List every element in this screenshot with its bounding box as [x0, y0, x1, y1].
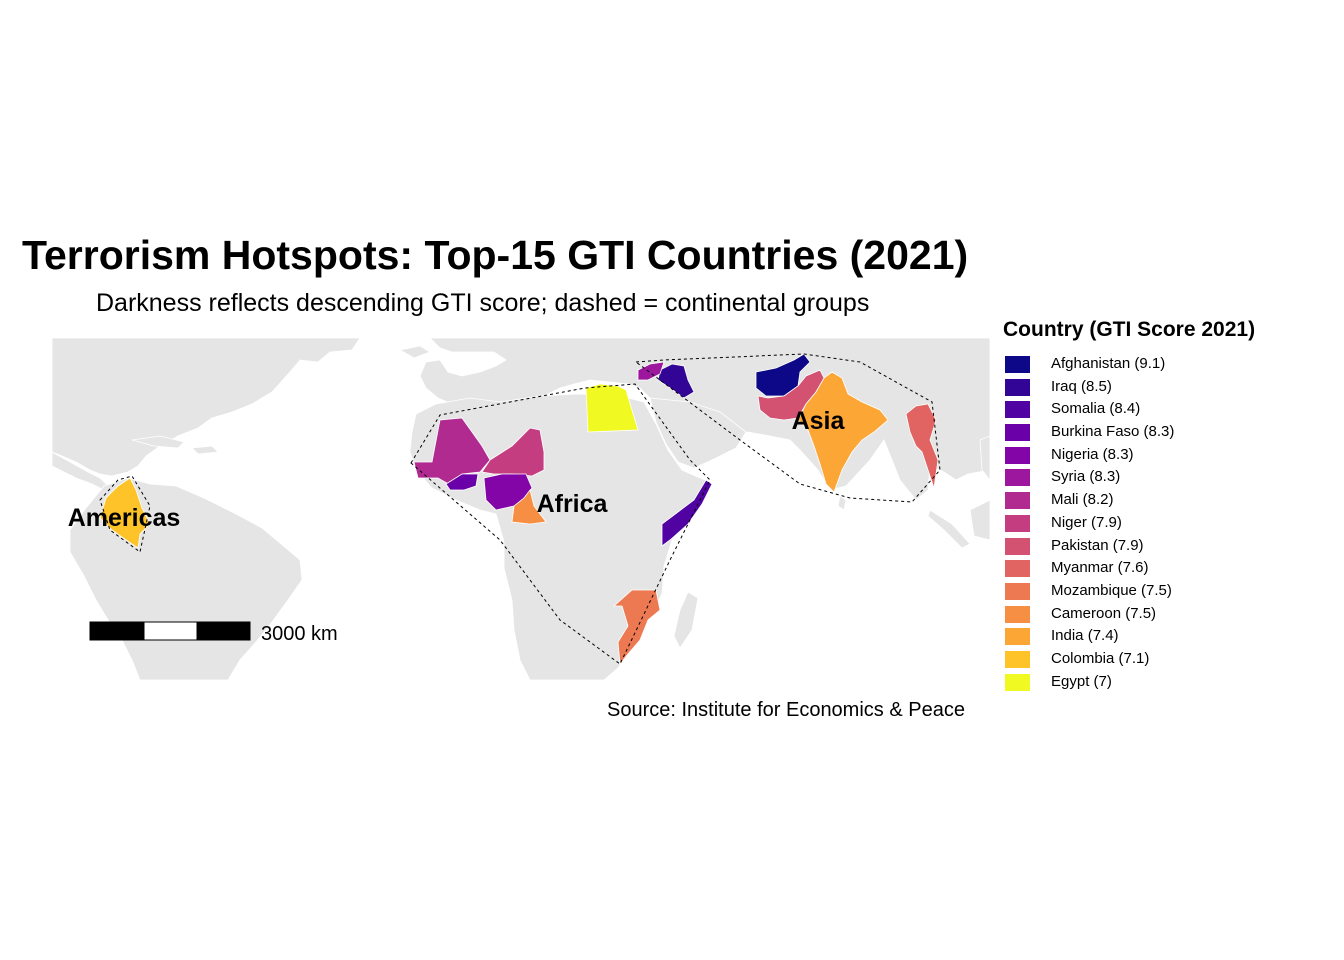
legend-items: Afghanistan (9.1) Iraq (8.5) Somalia (8.4)…: [1003, 355, 1255, 697]
legend-item: Nigeria (8.3): [1003, 445, 1255, 470]
legend-item: Myanmar (7.6): [1003, 559, 1255, 583]
country-myanmar[interactable]: [905, 403, 939, 489]
legend-swatch: [1005, 650, 1030, 668]
legend-swatch: [1005, 446, 1030, 464]
legend-item: Burkina Faso (8.3): [1003, 423, 1255, 447]
legend-label: Syria (8.3): [1051, 468, 1121, 486]
legend-item: Afghanistan (9.1): [1003, 355, 1255, 379]
legend-label: Burkina Faso (8.3): [1051, 423, 1175, 441]
legend-label: Afghanistan (9.1): [1051, 355, 1166, 372]
region-label-africa: Africa: [537, 490, 609, 518]
hotspot-countries: [99, 353, 939, 666]
country-colombia[interactable]: [99, 477, 151, 549]
legend-swatch: [1005, 537, 1030, 555]
legend-swatch: [1005, 673, 1030, 691]
legend-label: Nigeria (8.3): [1051, 445, 1134, 463]
legend-item: Pakistan (7.9): [1003, 536, 1255, 561]
country-burkina-faso[interactable]: [445, 473, 479, 491]
legend-swatch: [1005, 469, 1030, 487]
legend-label: Egypt (7): [1051, 672, 1112, 690]
scale-bar-label: 3000 km: [261, 623, 338, 645]
land-arabia: [649, 397, 747, 469]
group-outline-asia: [634, 353, 941, 503]
legend-swatch: [1005, 628, 1030, 646]
legend: Country (GTI Score 2021) Afghanistan (9.…: [1003, 318, 1255, 696]
land-iceland: [398, 345, 431, 359]
legend-item: Mali (8.2): [1003, 491, 1255, 515]
legend-item: Mozambique (7.5): [1003, 581, 1255, 606]
legend-label: Colombia (7.1): [1051, 649, 1150, 667]
legend-title: Country (GTI Score 2021): [1003, 318, 1256, 341]
scale-bar: 3000 km: [89, 621, 338, 645]
legend-label: Somalia (8.4): [1051, 400, 1141, 418]
source-caption: Source: Institute for Economics & Peace: [607, 699, 965, 721]
land-sumatra: [927, 509, 971, 549]
land-cuba: [131, 435, 185, 449]
country-afghanistan[interactable]: [755, 353, 811, 397]
legend-label: Cameroon (7.5): [1051, 604, 1157, 622]
region-label-americas: Americas: [68, 504, 181, 532]
group-outline-americas: [99, 475, 151, 553]
legend-label: Niger (7.9): [1051, 513, 1122, 531]
legend-item: Egypt (7): [1003, 672, 1255, 697]
country-iraq[interactable]: [657, 363, 695, 399]
legend-swatch: [1005, 401, 1030, 419]
legend-swatch: [1005, 560, 1030, 578]
map-subtitle: Darkness reflects descending GTI score; …: [96, 289, 870, 317]
country-india[interactable]: [797, 371, 889, 493]
legend-item: Iraq (8.5): [1003, 377, 1255, 402]
land-borneo: [969, 499, 990, 541]
legend-swatch: [1005, 492, 1030, 510]
legend-item: Colombia (7.1): [1003, 649, 1255, 674]
legend-item: Niger (7.9): [1003, 513, 1255, 538]
continental-groups: [99, 353, 941, 665]
legend-item: India (7.4): [1003, 627, 1255, 651]
legend-label: Mozambique (7.5): [1051, 581, 1172, 599]
legend-swatch: [1005, 378, 1030, 396]
land-philippines: [979, 435, 990, 481]
country-somalia[interactable]: [661, 479, 713, 547]
legend-label: India (7.4): [1051, 627, 1119, 645]
land-sri-lanka: [837, 495, 847, 511]
legend-swatch: [1005, 582, 1030, 600]
legend-swatch: [1005, 514, 1030, 532]
legend-label: Pakistan (7.9): [1051, 536, 1144, 554]
legend-swatch: [1005, 424, 1030, 442]
land-madagascar: [673, 591, 699, 649]
legend-item: Cameroon (7.5): [1003, 604, 1255, 629]
country-egypt[interactable]: [585, 383, 639, 433]
region-label-asia: Asia: [792, 407, 846, 435]
country-syria[interactable]: [637, 361, 665, 381]
legend-swatch: [1005, 605, 1030, 623]
land-hispaniola: [191, 445, 219, 455]
land-north-america: [52, 338, 361, 477]
legend-item: Somalia (8.4): [1003, 400, 1255, 424]
country-mozambique[interactable]: [612, 589, 661, 666]
legend-label: Mali (8.2): [1051, 491, 1114, 509]
legend-swatch: [1005, 356, 1030, 373]
legend-label: Myanmar (7.6): [1051, 559, 1149, 577]
legend-item: Syria (8.3): [1003, 468, 1255, 492]
country-cameroon[interactable]: [511, 489, 547, 525]
legend-label: Iraq (8.5): [1051, 377, 1112, 395]
map-title: Terrorism Hotspots: Top-15 GTI Countries…: [22, 232, 969, 278]
country-niger[interactable]: [481, 427, 545, 477]
